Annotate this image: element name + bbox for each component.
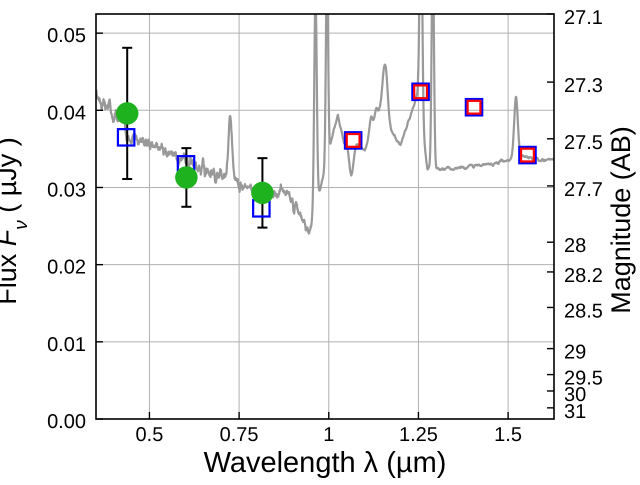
svg-text:31: 31 [564, 401, 586, 423]
svg-text:0.02: 0.02 [47, 257, 86, 279]
svg-text:29: 29 [564, 342, 586, 364]
svg-text:0.04: 0.04 [47, 102, 86, 124]
svg-text:27.7: 27.7 [564, 179, 603, 201]
svg-text:0.75: 0.75 [220, 424, 259, 446]
svg-text:27.1: 27.1 [564, 7, 603, 29]
svg-text:27.5: 27.5 [564, 132, 603, 154]
svg-text:28.2: 28.2 [564, 265, 603, 287]
svg-text:0.00: 0.00 [47, 411, 86, 433]
svg-text:Wavelength λ (µm): Wavelength λ (µm) [204, 447, 447, 479]
svg-text:0.05: 0.05 [47, 25, 86, 47]
svg-text:1: 1 [323, 424, 334, 446]
svg-text:1.25: 1.25 [399, 424, 438, 446]
svg-text:28.5: 28.5 [564, 300, 603, 322]
svg-text:Magnitude (AB): Magnitude (AB) [606, 126, 636, 314]
svg-text:28: 28 [564, 235, 586, 257]
svg-text:0.03: 0.03 [47, 179, 86, 201]
svg-text:1.5: 1.5 [494, 424, 522, 446]
svg-text:0.01: 0.01 [47, 334, 86, 356]
svg-text:27.3: 27.3 [564, 75, 603, 97]
svg-text:0.5: 0.5 [136, 424, 164, 446]
